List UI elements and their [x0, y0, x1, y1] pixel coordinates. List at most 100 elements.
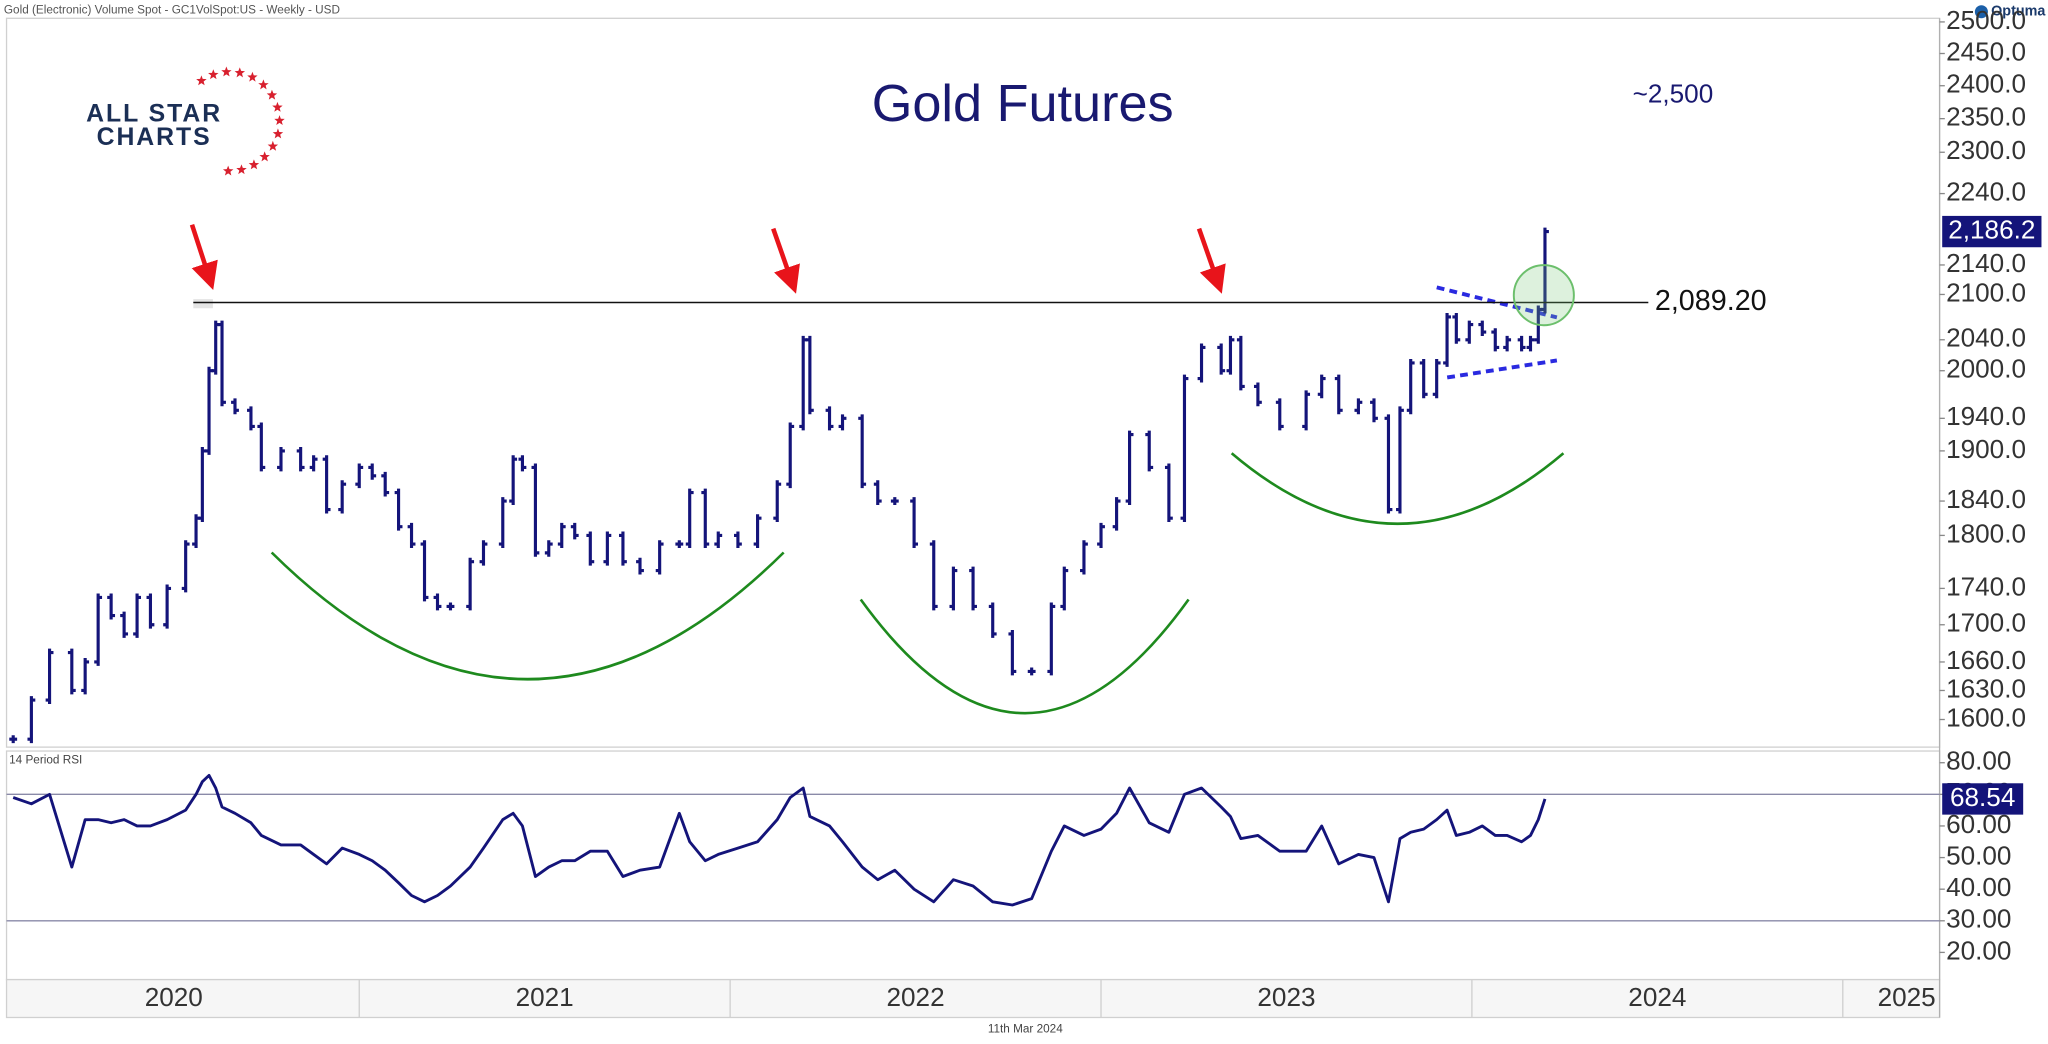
price-bar [420, 540, 429, 602]
y-tick-label: 1900.0 [1946, 434, 2026, 464]
star [234, 67, 246, 78]
price-bar [1419, 359, 1428, 399]
resistance-label: 2,089.20 [1655, 285, 1767, 317]
price-bar [1047, 602, 1056, 676]
price-bar [322, 455, 331, 514]
star [267, 140, 279, 151]
x-tick-label: 2023 [1257, 982, 1315, 1012]
price-bar [355, 463, 364, 489]
price-bar [1370, 398, 1378, 423]
price-bar [1354, 398, 1363, 415]
price-bar [433, 593, 442, 611]
y-tick-label: 2450.0 [1946, 36, 2026, 66]
y-tick-label: 1630.0 [1946, 673, 2026, 703]
y-tick-label: 1700.0 [1946, 608, 2026, 638]
y-tick-label: 2400.0 [1946, 69, 2026, 99]
price-bar [1236, 335, 1245, 391]
price-bars [9, 227, 1549, 744]
price-bar [1517, 335, 1526, 352]
price-bar [146, 593, 155, 629]
price-bar [1384, 414, 1393, 514]
y-tick-label: 1740.0 [1946, 571, 2026, 601]
price-bar [773, 480, 782, 523]
price-bar [466, 557, 475, 611]
star [247, 71, 258, 82]
price-bar [1478, 320, 1487, 337]
last-value-box [1942, 783, 2024, 815]
y-tick-label: 2350.0 [1946, 102, 2026, 132]
footer: 11th Mar 2024 [988, 1022, 1063, 1035]
y-tick-label: 2140.0 [1946, 248, 2026, 278]
price-bar [1317, 374, 1326, 399]
price-bar [247, 406, 255, 431]
price-bar [1197, 343, 1206, 383]
last-value-box [1942, 215, 2042, 248]
y-tick-label: 20.00 [1946, 935, 2011, 965]
logo-stars [196, 66, 285, 176]
price-bar [988, 602, 997, 638]
last-value-label: 2,186.2 [1948, 214, 2035, 244]
x-axis-band [5, 978, 1941, 1019]
price-bar [1180, 374, 1189, 523]
price-bar [655, 540, 664, 575]
last-value-label: 68.54 [1950, 782, 2015, 812]
arrow [1196, 227, 1226, 294]
price-bar [1060, 566, 1069, 611]
chart-title: Gold Futures [872, 75, 1174, 133]
price-bar [1145, 430, 1154, 472]
price-bar [1432, 359, 1441, 399]
star [258, 79, 269, 90]
price-bar [890, 497, 899, 505]
price-bar [1396, 406, 1404, 514]
brand: Optuma [1991, 4, 2046, 20]
price-bar [509, 455, 518, 505]
price-bar [910, 497, 919, 549]
logo-text: ALL STAR [86, 100, 222, 127]
star [259, 151, 270, 162]
plot-layer: 2020 2021 2022 2023 2024 2025 2500.02450.02400… [6, 5, 2042, 1018]
price-bar [231, 398, 239, 415]
price-bar [805, 335, 814, 415]
resistance-start [193, 299, 213, 309]
price-bar [1253, 382, 1262, 407]
price-bar [257, 422, 266, 472]
y-tick-label: 2040.0 [1946, 323, 2026, 353]
price-bar [714, 531, 723, 549]
price-bar [45, 648, 54, 705]
price-bar [9, 735, 18, 744]
price-bar [949, 566, 958, 611]
y-tick-label: 1600.0 [1946, 702, 2026, 732]
price-bar [479, 540, 488, 566]
star [272, 101, 283, 112]
price-bar [675, 540, 684, 549]
price-bar [81, 658, 90, 695]
price-bar [685, 488, 694, 549]
rsi-line [12, 773, 1547, 907]
price-bar [338, 480, 347, 514]
price-bar [27, 696, 36, 744]
price-bar [858, 414, 867, 489]
arrow [771, 227, 800, 294]
price-bar [407, 522, 416, 549]
price-bar [701, 488, 710, 549]
price-bar [181, 540, 190, 593]
y-tick-label: 2500.0 [1946, 5, 2026, 35]
star [248, 159, 260, 170]
star [266, 89, 278, 100]
price-bar [570, 522, 579, 540]
price-bar [498, 497, 507, 549]
price-bar [1275, 398, 1284, 431]
price-bar [1080, 540, 1088, 575]
arc [859, 598, 1190, 715]
price-bar [518, 455, 527, 472]
price-bar [1334, 374, 1343, 415]
y-tick-label: 2240.0 [1946, 176, 2026, 206]
price-bar [969, 566, 977, 611]
price-bar [586, 531, 595, 566]
price-bar [929, 540, 938, 611]
price-bar [107, 593, 116, 620]
price-bar [120, 611, 129, 638]
price-bar [218, 320, 226, 407]
star [196, 75, 207, 86]
